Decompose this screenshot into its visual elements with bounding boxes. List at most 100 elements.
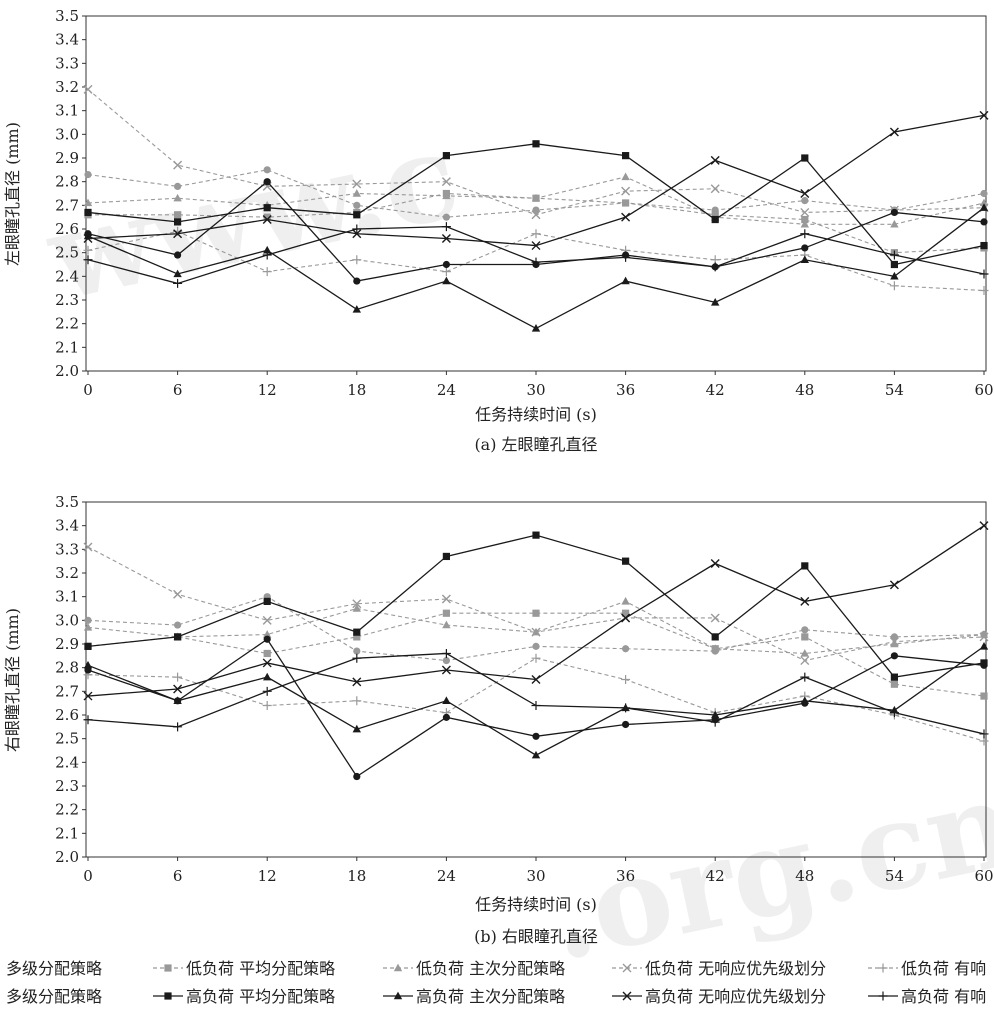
data-point — [352, 224, 362, 234]
legend-entry: 低负荷 平均分配策略 — [153, 959, 335, 978]
data-point — [442, 713, 450, 721]
data-point — [621, 675, 631, 684]
chart-left-eye: 2.0 2.1 2.2 2.3 2.4 2.5 2.6 2.7 2.8 2.9 3.0 3.1 3.2 3… — [3, 7, 994, 454]
data-point — [352, 599, 362, 609]
data-point — [532, 732, 540, 740]
y-axis-ticks: 2.0 2.1 2.2 2.3 2.4 2.5 2.6 2.7 2.8 2.9 3.0 3.1 3.2 3… — [55, 493, 86, 866]
data-point — [531, 229, 541, 239]
data-point — [979, 286, 989, 296]
data-point — [83, 660, 93, 669]
data-point — [173, 722, 183, 732]
data-point — [352, 305, 361, 313]
x-tick-label: 6 — [173, 381, 183, 399]
legend-label: 多级分配策略 — [6, 987, 102, 1006]
data-point — [352, 255, 362, 265]
data-point — [83, 623, 93, 631]
data-point — [980, 218, 988, 226]
data-point — [83, 198, 93, 207]
data-point — [441, 177, 451, 187]
legend-marker — [164, 964, 172, 972]
legend-entry: 多级分配策略 — [6, 987, 102, 1006]
y-tick-label: 2.7 — [55, 682, 79, 700]
series-line — [87, 652, 985, 735]
legend-marker — [164, 992, 172, 1000]
data-point — [801, 215, 809, 224]
y-tick-label: 2.0 — [55, 848, 79, 866]
x-tick-label: 30 — [526, 381, 545, 399]
data-point — [441, 222, 451, 232]
data-point — [442, 213, 450, 221]
series-layer — [83, 84, 989, 332]
data-point — [83, 255, 93, 265]
series-high-plus — [83, 648, 989, 739]
data-point — [622, 720, 630, 729]
legend-marker — [393, 991, 403, 1000]
data-point — [442, 552, 450, 561]
data-point — [173, 684, 183, 694]
data-point — [263, 166, 271, 174]
series-layer — [83, 521, 989, 781]
series-high-square — [84, 531, 988, 681]
y-tick-label: 2.3 — [55, 777, 79, 795]
data-point — [889, 250, 899, 260]
data-point — [800, 219, 809, 228]
legend-entry: 多级分配策略 — [6, 959, 102, 978]
subplot-caption: (a) 左眼瞳孔直径 — [474, 435, 597, 454]
data-point — [979, 630, 989, 638]
data-point — [801, 244, 809, 252]
legend-entry: 低负荷 主次分配策略 — [383, 959, 565, 978]
data-point — [622, 152, 630, 160]
y-tick-label: 3.1 — [55, 102, 79, 120]
data-point — [262, 250, 272, 260]
y-tick-label: 2.8 — [55, 173, 79, 191]
y-axis-ticks: 2.0 2.1 2.2 2.3 2.4 2.5 2.6 2.7 2.8 2.9 3.0 3.1 3.2 3… — [55, 7, 86, 380]
data-point — [442, 620, 451, 629]
data-point — [621, 703, 631, 713]
data-point — [352, 653, 362, 663]
x-tick-label: 12 — [258, 867, 277, 885]
data-point — [710, 262, 720, 272]
data-point — [353, 201, 361, 209]
data-point — [979, 198, 989, 207]
data-point — [83, 715, 93, 725]
legend: 多级分配策略 低负荷 平均分配策略 低负荷 主次分配策略 低负荷 无响应优先级划分 低负… — [6, 959, 986, 1006]
data-point — [979, 110, 989, 120]
data-point — [531, 257, 541, 267]
y-tick-label: 3.3 — [55, 54, 79, 72]
data-point — [800, 696, 809, 704]
x-tick-label: 42 — [706, 381, 725, 399]
data-point — [889, 637, 899, 647]
data-point — [83, 542, 93, 552]
data-point — [889, 127, 899, 137]
data-point — [442, 191, 451, 200]
legend-marker — [393, 963, 403, 972]
y-axis-label: 左眼瞳孔直径 (mm) — [3, 122, 22, 266]
data-point — [263, 649, 271, 658]
data-point — [801, 154, 809, 162]
data-point — [263, 597, 271, 605]
x-tick-label: 36 — [616, 867, 635, 885]
data-point — [173, 269, 182, 278]
legend-label: 低负荷 有响 — [901, 959, 986, 978]
data-point — [890, 639, 899, 648]
legend-marker — [878, 963, 888, 973]
legend-label: 高负荷 主次分配策略 — [416, 987, 565, 1006]
data-point — [531, 750, 541, 759]
y-tick-label: 2.6 — [55, 220, 79, 238]
data-point — [621, 212, 631, 222]
data-point — [800, 255, 809, 263]
data-point — [262, 686, 272, 696]
data-point — [353, 628, 361, 636]
legend-label: 低负荷 平均分配策略 — [186, 959, 335, 978]
series-high-triangle — [83, 203, 989, 332]
data-point — [621, 276, 630, 285]
data-point — [84, 642, 92, 650]
data-point — [173, 229, 183, 239]
data-point — [800, 229, 810, 239]
data-point — [263, 672, 272, 681]
data-point — [263, 213, 271, 221]
data-point — [980, 189, 988, 198]
data-point — [801, 626, 809, 634]
data-point — [174, 182, 182, 190]
